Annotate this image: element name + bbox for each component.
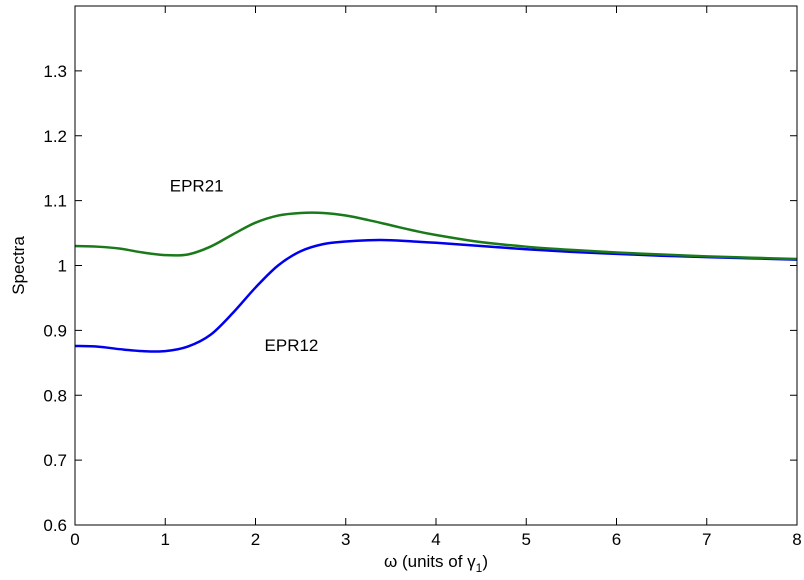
series-layer: [74, 211, 798, 353]
x-tick-label: 3: [341, 530, 350, 549]
y-axis-label: Spectra: [9, 236, 28, 295]
x-axis-label: ω (units of γ1): [384, 552, 488, 575]
annotation-label: EPR12: [265, 336, 319, 355]
annotation-layer: EPR21 EPR12: [170, 177, 319, 356]
y-tick-label: 0.6: [43, 516, 67, 535]
y-tick-label: 1: [58, 257, 67, 276]
y-tick-label: 0.7: [43, 451, 67, 470]
y-tick-label: 1.2: [43, 127, 67, 146]
plot-frame: [74, 5, 798, 526]
y-tick-label: 1.3: [43, 62, 67, 81]
series-line-0: [74, 238, 798, 353]
x-tick-label: 6: [612, 530, 621, 549]
x-tick-label: 1: [161, 530, 170, 549]
x-tick-label: 0: [70, 530, 79, 549]
x-tick-label: 4: [431, 530, 440, 549]
x-tick-label: 8: [792, 530, 801, 549]
y-tick-label: 0.8: [43, 386, 67, 405]
x-tick-label: 2: [251, 530, 260, 549]
x-axis-label-subscript: 1: [476, 561, 483, 575]
x-tick-label: 7: [702, 530, 711, 549]
x-axis-label-suffix: ): [482, 552, 488, 571]
y-tick-label: 0.9: [43, 321, 67, 340]
x-tick-label: 5: [522, 530, 531, 549]
series-line-1: [74, 211, 798, 261]
y-tick-label: 1.1: [43, 192, 67, 211]
annotation-label: EPR21: [170, 177, 224, 196]
ticks-layer: 0 1 2 3 4 5 6 7 8 0.6 0.7 0.8 0.9 1 1.1 1.2 1.3: [43, 6, 802, 549]
x-axis-label-main: ω (units of γ: [384, 552, 476, 571]
